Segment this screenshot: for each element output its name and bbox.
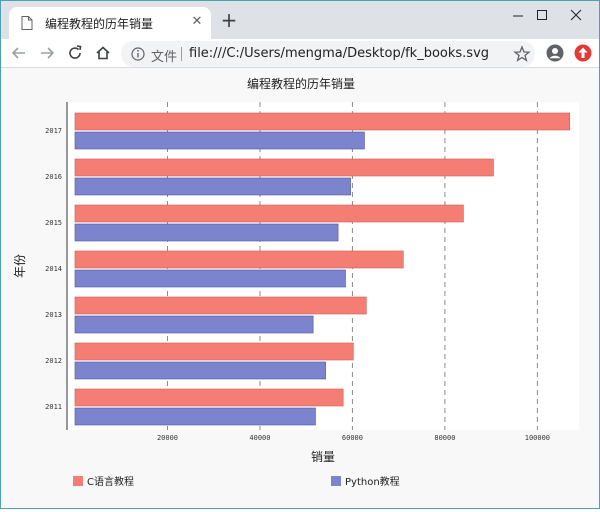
new-tab-button[interactable]: + [220,8,238,32]
bars-group [74,112,571,426]
x-tick-label: 40000 [249,434,270,442]
svg-viewport: 编程教程的历年销量 销量 年份 2011 2012 2013 2014 2015 2016… [1,68,599,508]
bar-python-2012 [74,361,326,380]
chart-title: 编程教程的历年销量 [247,76,355,91]
y-axis-label: 年份 [13,254,27,278]
close-window-button[interactable] [553,5,599,27]
legend: C语言教程 Python教程 [73,475,400,488]
scheme-label: 文件 [151,50,178,65]
bar-python-2013 [74,315,314,334]
y-tick-label: 2016 [45,173,62,181]
legend-label: Python教程 [345,475,400,488]
y-tick-label: 2015 [45,219,62,227]
legend-swatch [73,476,83,486]
y-tick-label: 2013 [45,311,62,319]
legend-swatch [331,476,341,486]
minimize-icon [513,15,523,17]
bar-python-2011 [74,407,316,426]
x-axis-label: 销量 [311,450,335,464]
home-icon[interactable] [93,43,113,63]
bar-c-2013 [74,296,367,315]
back-arrow-icon[interactable] [9,43,29,63]
bar-c-2012 [74,342,354,361]
browser-toolbar: 文件 file:///C:/Users/mengma/Desktop/fk_bo… [1,39,599,68]
bookmark-star-icon[interactable] [513,45,531,63]
address-separator [181,47,182,61]
forward-arrow-icon[interactable] [37,43,57,63]
bar-c-2017 [74,112,571,131]
reload-icon[interactable] [65,43,85,63]
bar-python-2015 [74,223,339,242]
bar-python-2017 [74,131,365,150]
y-tick-label: 2011 [45,403,62,411]
tab-active[interactable]: 编程教程的历年销量 ✕ [9,7,211,39]
bar-python-2014 [74,269,346,288]
bar-chart: 编程教程的历年销量 销量 年份 2011 2012 2013 2014 2015 2016… [1,68,599,508]
maximize-icon [537,10,547,20]
info-icon[interactable] [131,47,145,61]
bar-c-2011 [74,388,344,407]
bar-c-2016 [74,158,494,177]
x-tick-labels: 20000 40000 60000 80000 100000 [157,434,550,442]
bar-c-2014 [74,250,404,269]
x-tick-label: 100000 [525,434,550,442]
tab-title: 编程教程的历年销量 [45,17,154,31]
document-icon [21,16,33,30]
y-tick-label: 2012 [45,357,62,365]
profile-icon[interactable] [545,43,565,63]
minimize-button[interactable] [495,5,541,27]
x-tick-label: 60000 [342,434,363,442]
y-tick-label: 2014 [45,265,62,273]
x-tick-label: 20000 [157,434,178,442]
maximize-button[interactable] [519,5,565,27]
address-bar[interactable]: 文件 file:///C:/Users/mengma/Desktop/fk_bo… [121,41,535,67]
bar-c-2015 [74,204,464,223]
tab-close-icon[interactable]: ✕ [191,14,203,29]
legend-label: C语言教程 [87,475,134,488]
tab-strip: 编程教程的历年销量 ✕ + [1,1,599,39]
url-text[interactable]: file:///C:/Users/mengma/Desktop/fk_books… [189,46,490,61]
bar-python-2016 [74,177,351,196]
extension-icon[interactable] [573,43,593,63]
close-icon [570,9,582,21]
x-tick-label: 80000 [434,434,455,442]
y-tick-labels: 2011 2012 2013 2014 2015 2016 2017 [45,127,62,411]
y-tick-label: 2017 [45,127,62,135]
